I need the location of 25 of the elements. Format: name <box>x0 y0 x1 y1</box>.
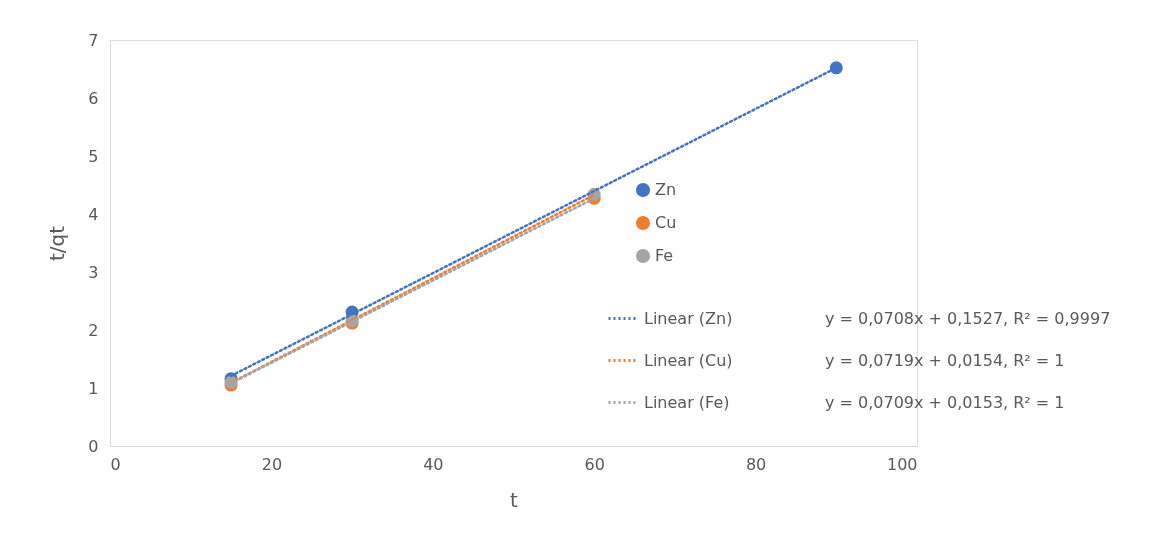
legend-label: Cu <box>655 213 677 232</box>
y-tick-label: 7 <box>88 30 99 50</box>
y-tick-label: 3 <box>88 262 99 282</box>
x-tick-label: 60 <box>584 454 605 474</box>
x-axis-title: t <box>510 487 519 512</box>
annotation: y = 0,0709x + 0,0153, R² = 1 <box>825 393 1065 412</box>
x-tick-label: 80 <box>745 454 767 474</box>
y-tick-label: 6 <box>88 88 99 108</box>
x-tick-label: 20 <box>261 454 283 474</box>
annotation: y = 0,0719x + 0,0154, R² = 1 <box>825 351 1065 370</box>
legend-label: Linear (Zn) <box>644 308 733 328</box>
x-tick-label: 0 <box>110 454 121 474</box>
legend-label: Linear (Cu) <box>644 350 733 370</box>
legend-label: Zn <box>655 180 677 199</box>
y-tick-label: 0 <box>88 436 99 456</box>
legend-label: Fe <box>655 246 674 265</box>
legend-label: Linear (Fe) <box>644 392 730 412</box>
y-tick-label: 4 <box>88 204 99 224</box>
x-tick-label: 40 <box>423 454 444 474</box>
y-tick-label: 5 <box>88 146 99 166</box>
y-tick-label: 2 <box>88 320 99 340</box>
y-axis-title: t/qt <box>45 225 70 262</box>
y-tick-label: 1 <box>88 378 99 398</box>
x-tick-label: 100 <box>886 454 918 474</box>
annotation: y = 0,0708x + 0,1527, R² = 0,9997 <box>825 309 1111 328</box>
